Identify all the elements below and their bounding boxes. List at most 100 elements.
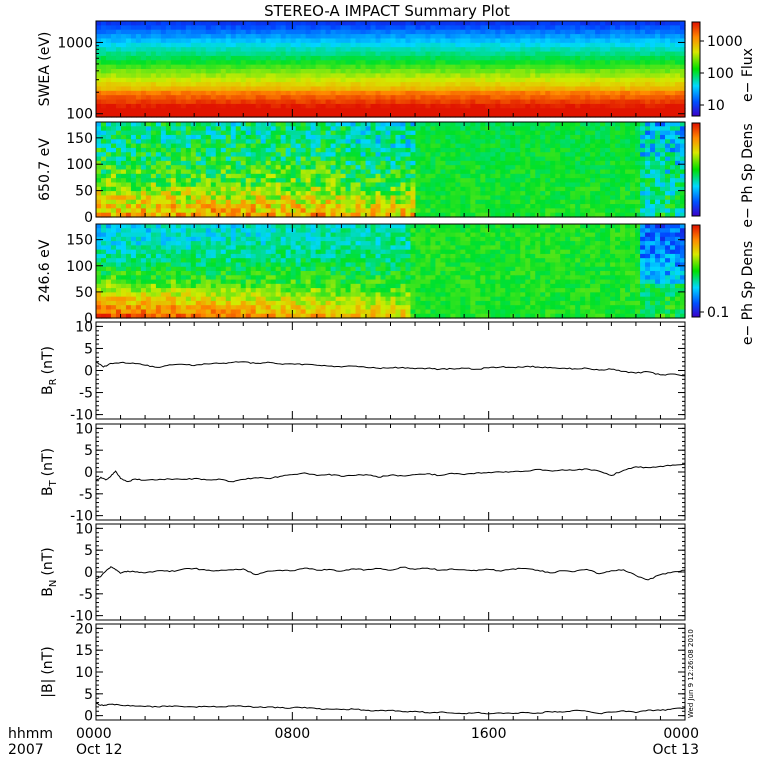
spectrogram-cell xyxy=(575,143,581,149)
spectrogram-cell xyxy=(435,122,442,127)
spectrogram-cell xyxy=(135,108,142,114)
spectrogram-cell xyxy=(255,152,262,158)
spectrogram-cell xyxy=(575,130,581,136)
spectrogram-cell xyxy=(550,195,556,201)
spectrogram-cell xyxy=(400,208,407,214)
spectrogram-cell xyxy=(155,173,162,179)
spectrogram-cell xyxy=(300,108,307,114)
spectrogram-cell xyxy=(285,38,292,44)
spectrogram-cell xyxy=(195,191,202,197)
spectrogram-cell xyxy=(445,112,451,118)
spectrogram-cell xyxy=(575,38,581,44)
spectrogram-cell xyxy=(515,69,521,74)
spectrogram-cell xyxy=(565,152,571,158)
spectrogram-cell xyxy=(370,90,377,96)
spectrogram-cell xyxy=(450,173,456,179)
spectrogram-cell xyxy=(440,212,447,218)
spectrogram-cell xyxy=(300,47,307,53)
spectrogram-cell xyxy=(575,51,581,57)
spectrogram-cell xyxy=(140,160,147,166)
spectrogram-cell xyxy=(205,38,212,44)
spectrogram-cell xyxy=(225,186,232,192)
spectrogram-cell xyxy=(135,195,142,201)
spectrogram-cell xyxy=(615,64,621,70)
spectrogram-cell xyxy=(605,169,611,175)
spectrogram-cell xyxy=(320,173,327,179)
spectrogram-cell xyxy=(185,95,192,101)
spectrogram-cell xyxy=(535,147,541,153)
spectrogram-cell xyxy=(175,147,182,153)
spectrogram-cell xyxy=(175,73,182,79)
spectrogram-cell xyxy=(285,64,292,70)
spectrogram-cell xyxy=(165,165,172,171)
spectrogram-cell xyxy=(495,82,501,88)
spectrogram-cell xyxy=(415,130,422,136)
spectrogram-cell xyxy=(420,152,427,158)
spectrogram-cell xyxy=(115,69,122,74)
spectrogram-cell xyxy=(150,178,157,184)
spectrogram-cell xyxy=(680,29,686,35)
spectrogram-cell xyxy=(280,108,287,114)
spectrogram-cell xyxy=(285,69,292,74)
spectrogram-cell xyxy=(435,208,442,214)
spectrogram-cell xyxy=(495,95,501,101)
spectrogram-cell xyxy=(565,64,571,70)
spectrogram-cell xyxy=(520,60,526,66)
spectrogram-cell xyxy=(140,156,147,162)
spectrogram-cell xyxy=(450,169,456,175)
spectrogram-cell xyxy=(415,21,422,26)
spectrogram-cell xyxy=(250,195,257,201)
spectrogram-cell xyxy=(165,173,172,179)
spectrogram-cell xyxy=(195,29,202,35)
spectrogram-cell xyxy=(140,165,147,171)
spectrogram-cell xyxy=(425,73,432,79)
spectrogram-cell xyxy=(370,169,377,175)
spectrogram-cell xyxy=(110,212,117,218)
spectrogram-cell xyxy=(645,29,651,35)
spectrogram-cell xyxy=(375,152,382,158)
spectrogram-cell xyxy=(520,204,526,209)
spectrogram-cell xyxy=(105,82,112,88)
spectrogram-cell xyxy=(220,152,227,158)
spectrogram-cell xyxy=(265,64,272,70)
spectrogram-cell xyxy=(345,152,352,158)
spectrogram-cell xyxy=(140,204,147,209)
spectrogram-cell xyxy=(525,204,531,209)
spectrogram-cell xyxy=(575,82,581,88)
spectrogram-cell xyxy=(475,182,481,188)
spectrogram-cell xyxy=(265,69,272,74)
spectrogram-cell xyxy=(170,34,177,40)
spectrogram-cell xyxy=(180,99,187,105)
spectrogram-cell xyxy=(590,69,596,74)
spectrogram-cell xyxy=(425,208,432,214)
spectrogram-cell xyxy=(110,147,117,153)
spectrogram-cell xyxy=(600,77,606,83)
spectrogram-cell xyxy=(290,25,297,31)
spectrogram-cell xyxy=(115,42,122,48)
spectrogram-cell xyxy=(390,34,397,40)
spectrogram-cell xyxy=(470,186,476,192)
spectrogram-cell xyxy=(275,191,282,197)
spectrogram-cell xyxy=(655,47,661,53)
spectrogram-cell xyxy=(255,60,262,66)
spectrogram-cell xyxy=(225,64,232,70)
spectrogram-cell xyxy=(280,199,287,205)
spectrogram-cell xyxy=(330,51,337,57)
spectrogram-cell xyxy=(105,178,112,184)
spectrogram-cell xyxy=(500,139,506,145)
spectrogram-cell xyxy=(160,182,167,188)
spectrogram-cell xyxy=(510,29,516,35)
spectrogram-cell xyxy=(185,25,192,31)
spectrogram-cell xyxy=(250,47,257,53)
spectrogram-cell xyxy=(475,47,481,53)
spectrogram-cell xyxy=(96,25,102,31)
spectrogram-cell xyxy=(230,122,237,127)
spectrogram-cell xyxy=(530,178,536,184)
spectrogram-cell xyxy=(140,147,147,153)
spectrogram-cell xyxy=(260,42,267,48)
spectrogram-cell xyxy=(130,126,137,132)
spectrogram-cell xyxy=(555,165,561,171)
spectrogram-cell xyxy=(240,139,247,145)
spectrogram-cell xyxy=(300,195,307,201)
spectrogram-cell xyxy=(470,134,476,140)
